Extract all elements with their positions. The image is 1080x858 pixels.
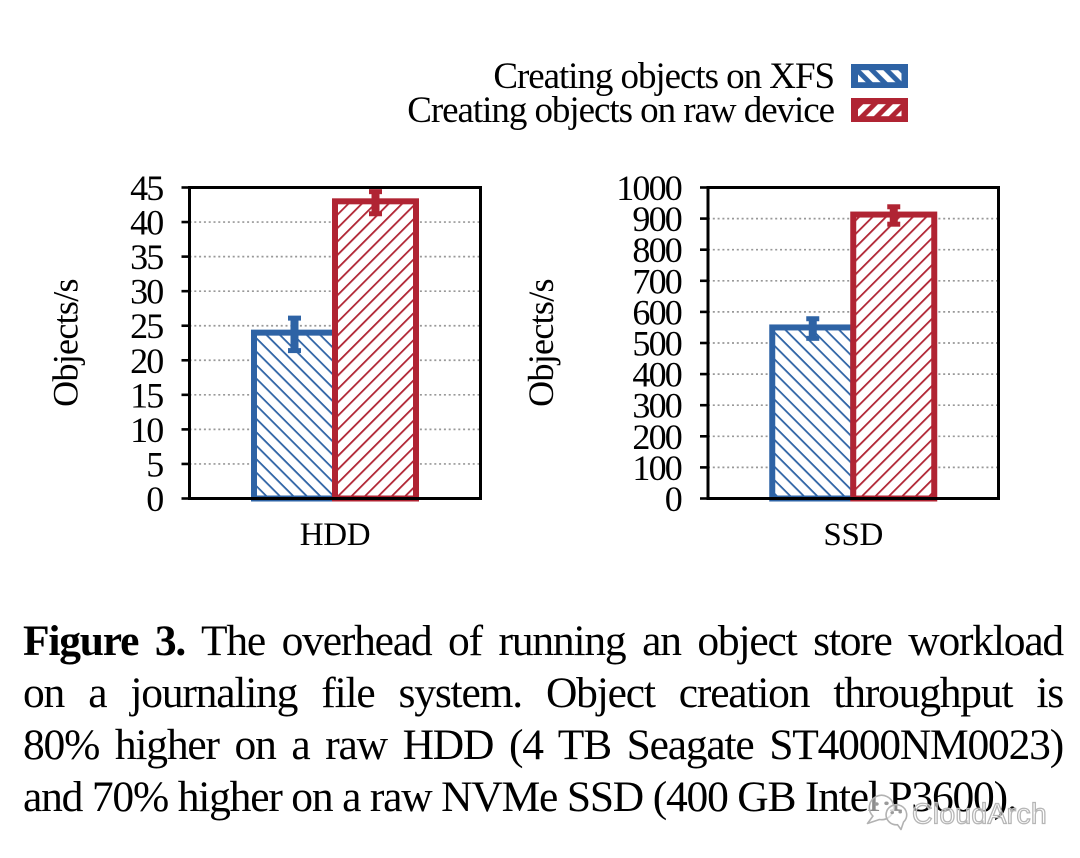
caption-line-4: and 70% higher on a raw NVMe SSD (400 GB… [23, 773, 1018, 821]
chart-legend: Creating objects on XFS Creating objects… [407, 55, 908, 131]
caption-line-3: 80% higher on a raw HDD (4 TB Seagate ST… [23, 721, 1064, 769]
y-tick-label: 800 [632, 230, 681, 270]
legend-item-raw: Creating objects on raw device [407, 89, 908, 131]
bar-hdd-xfs [251, 329, 338, 502]
watermark-text: CloudArch [912, 799, 1047, 831]
x-axis-label: HDD [300, 517, 371, 553]
y-tick-label: 0 [665, 479, 682, 519]
y-tick-label: 600 [632, 292, 681, 332]
y-tick-label: 40 [130, 203, 163, 243]
y-tick-label: 900 [632, 199, 681, 239]
y-tick-label: 5 [146, 444, 163, 484]
caption-label: Figure 3. [23, 617, 186, 665]
y-tick-label: 45 [130, 168, 163, 208]
figure-caption: Figure 3. The overhead of running an obj… [23, 615, 1064, 823]
legend-item-xfs: Creating objects on XFS [407, 55, 908, 97]
legend-swatch-raw-icon [851, 98, 908, 122]
y-tick-label: 30 [130, 272, 163, 312]
legend-swatch-xfs-icon [851, 64, 908, 88]
y-tick-label: 20 [130, 341, 163, 381]
y-tick-label: 15 [130, 375, 163, 415]
error-bar [887, 204, 901, 227]
y-tick-label: 300 [632, 386, 681, 426]
bar-ssd-xfs [769, 324, 857, 502]
y-tick-label: 1000 [616, 168, 682, 208]
plot-border [706, 186, 1000, 500]
wechat-icon [866, 794, 908, 831]
y-tick-label: 100 [632, 448, 681, 488]
error-bar [369, 189, 382, 217]
error-bar [288, 315, 301, 354]
caption-line-2: on a journaling file system. Object crea… [23, 669, 1064, 717]
caption-line-1: Figure 3. The overhead of running an obj… [23, 615, 1064, 667]
error-bar [806, 316, 820, 341]
wechat-small-bubble [885, 803, 908, 831]
y-tick-label: 35 [130, 237, 163, 277]
y-axis-label: Objects/s [521, 279, 561, 407]
y-tick-label: 25 [130, 306, 163, 346]
bar-ssd-raw [850, 211, 938, 502]
y-tick-label: 0 [146, 479, 163, 519]
y-tick-label: 500 [632, 324, 681, 364]
x-axis-label: SSD [823, 517, 883, 553]
caption-text-1: The overhead of running an object store … [200, 617, 1064, 665]
y-axis-label: Objects/s [46, 279, 86, 407]
wechat-eyes [874, 801, 902, 815]
y-tick-label: 200 [632, 417, 681, 457]
y-tick-label: 700 [632, 261, 681, 301]
bar-hdd-raw [332, 198, 419, 502]
legend-label-raw: Creating objects on raw device [407, 89, 835, 131]
legend-label-xfs: Creating objects on XFS [493, 55, 835, 97]
plot-border [188, 186, 482, 500]
watermark: CloudArch [855, 780, 1075, 855]
y-tick-label: 400 [632, 355, 681, 395]
y-tick-label: 10 [130, 410, 163, 450]
